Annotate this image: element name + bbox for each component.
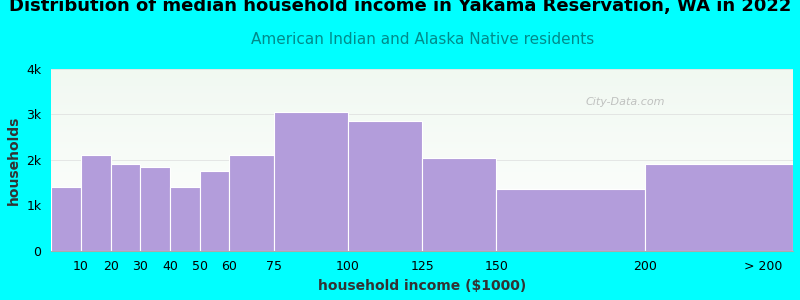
Title: American Indian and Alaska Native residents: American Indian and Alaska Native reside… bbox=[250, 32, 594, 47]
Bar bbox=[422, 158, 496, 251]
Bar bbox=[348, 121, 422, 251]
Bar bbox=[110, 164, 140, 251]
X-axis label: household income ($1000): household income ($1000) bbox=[318, 279, 526, 293]
Bar bbox=[645, 164, 793, 251]
Text: City-Data.com: City-Data.com bbox=[586, 97, 665, 106]
Bar bbox=[230, 155, 274, 251]
Bar bbox=[140, 167, 170, 251]
Bar bbox=[496, 189, 645, 251]
Y-axis label: households: households bbox=[7, 115, 21, 205]
Bar bbox=[274, 112, 348, 251]
Bar bbox=[200, 171, 230, 251]
Text: Distribution of median household income in Yakama Reservation, WA in 2022: Distribution of median household income … bbox=[9, 0, 791, 15]
Bar bbox=[81, 155, 110, 251]
Bar bbox=[170, 187, 200, 251]
Bar bbox=[51, 187, 81, 251]
